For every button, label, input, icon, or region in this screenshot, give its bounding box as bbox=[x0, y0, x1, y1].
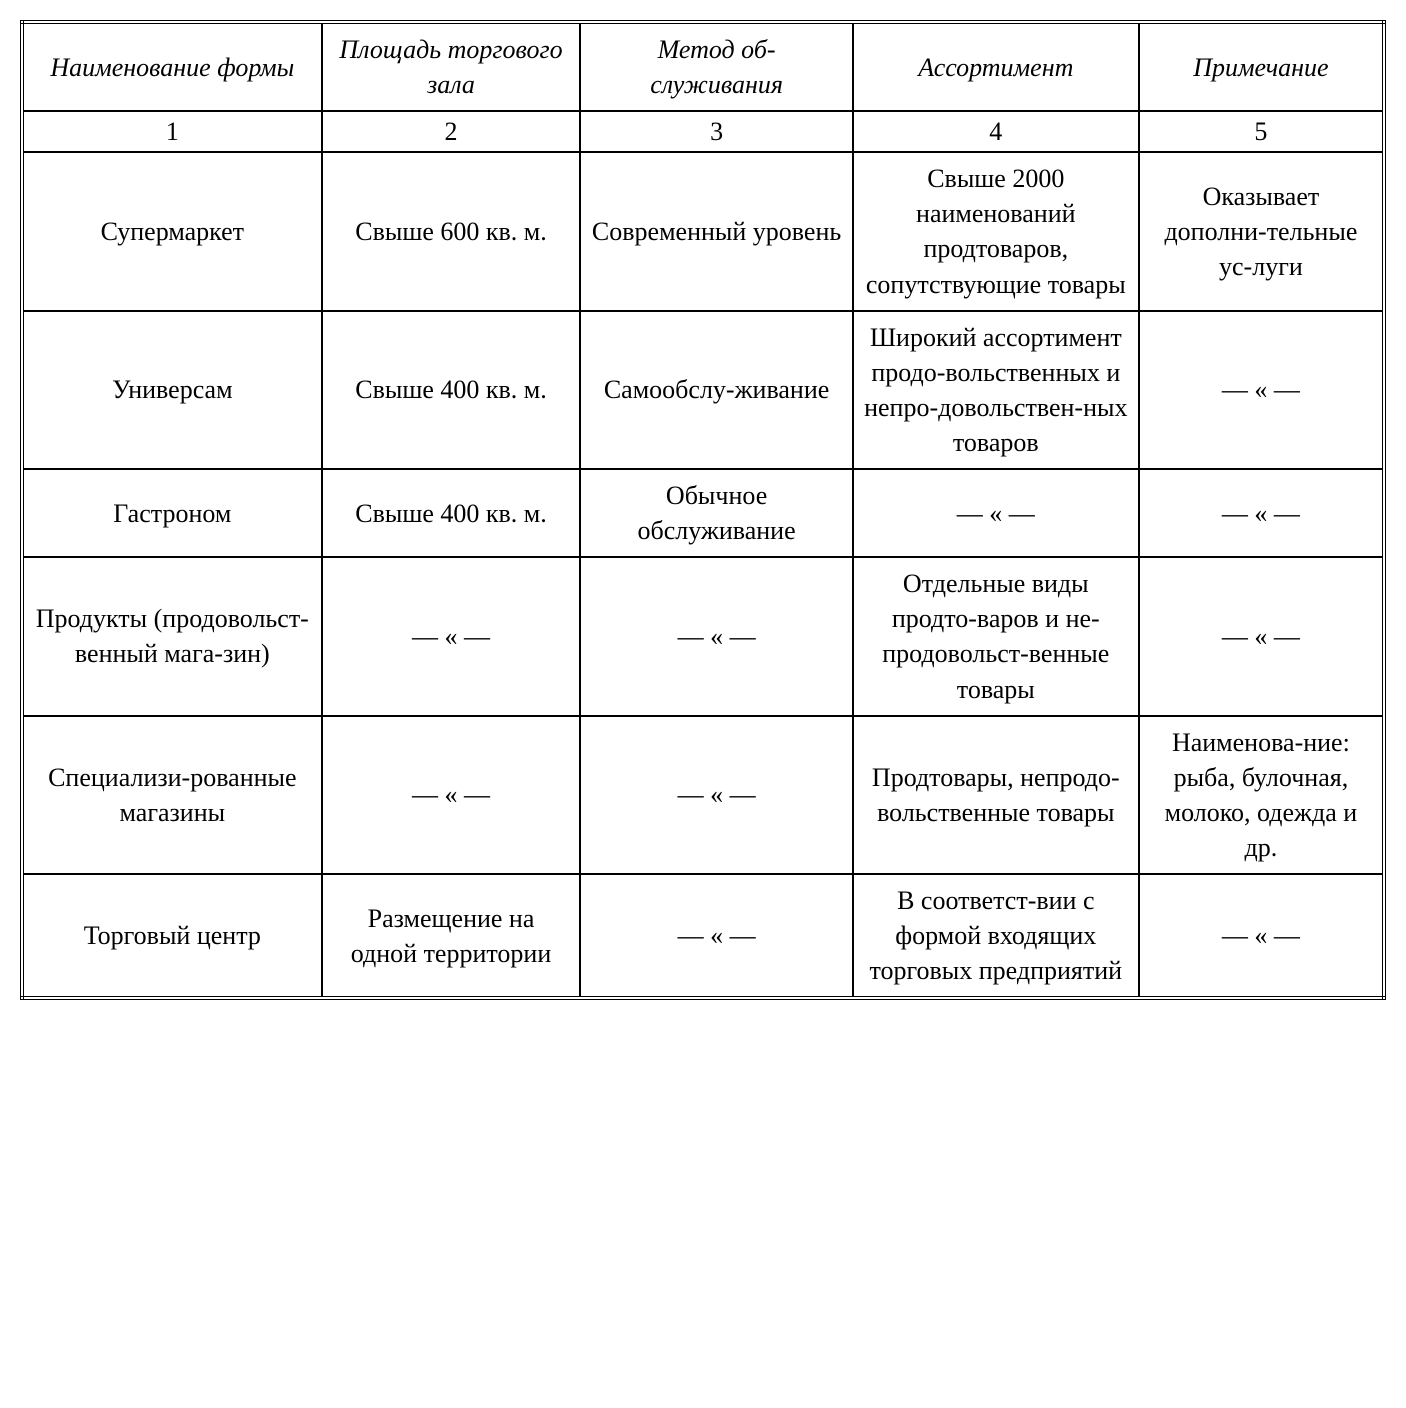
header-name: Наименование формы bbox=[22, 22, 322, 111]
cell-note: — « — bbox=[1139, 557, 1384, 715]
cell-service: Современный уровень bbox=[580, 152, 852, 310]
table-body: Супермаркет Свыше 600 кв. м. Современный… bbox=[22, 152, 1384, 998]
cell-service: — « — bbox=[580, 557, 852, 715]
header-area: Площадь торгового зала bbox=[322, 22, 581, 111]
cell-note: Оказывает дополни-тельные ус-луги bbox=[1139, 152, 1384, 310]
cell-service: — « — bbox=[580, 874, 852, 998]
table-row: Гастроном Свыше 400 кв. м. Обычное обслу… bbox=[22, 469, 1384, 557]
col-number-4: 4 bbox=[853, 111, 1139, 152]
cell-name: Супермаркет bbox=[22, 152, 322, 310]
cell-note: Наименова-ние: рыба, булочная, молоко, о… bbox=[1139, 716, 1384, 874]
cell-service: Самообслу-живание bbox=[580, 311, 852, 469]
number-row: 1 2 3 4 5 bbox=[22, 111, 1384, 152]
cell-assortment: Свыше 2000 наименований продтоваров, соп… bbox=[853, 152, 1139, 310]
col-number-2: 2 bbox=[322, 111, 581, 152]
table-row: Супермаркет Свыше 600 кв. м. Современный… bbox=[22, 152, 1384, 310]
cell-assortment: Продтовары, непродо-вольственные товары bbox=[853, 716, 1139, 874]
cell-note: — « — bbox=[1139, 469, 1384, 557]
cell-area: Размещение на одной территории bbox=[322, 874, 581, 998]
col-number-3: 3 bbox=[580, 111, 852, 152]
cell-area: Свыше 400 кв. м. bbox=[322, 469, 581, 557]
cell-service: Обычное обслуживание bbox=[580, 469, 852, 557]
cell-assortment: — « — bbox=[853, 469, 1139, 557]
cell-name: Универсам bbox=[22, 311, 322, 469]
cell-area: — « — bbox=[322, 716, 581, 874]
header-note: Примечание bbox=[1139, 22, 1384, 111]
header-assortment: Ассортимент bbox=[853, 22, 1139, 111]
table-row: Специализи-рованные магазины — « — — « —… bbox=[22, 716, 1384, 874]
cell-name: Торговый центр bbox=[22, 874, 322, 998]
cell-name: Гастроном bbox=[22, 469, 322, 557]
cell-assortment: Широкий ассортимент продо-вольственных и… bbox=[853, 311, 1139, 469]
forms-table: Наименование формы Площадь торгового зал… bbox=[20, 20, 1386, 1000]
cell-service: — « — bbox=[580, 716, 852, 874]
col-number-1: 1 bbox=[22, 111, 322, 152]
cell-name: Продукты (продовольст-венный мага-зин) bbox=[22, 557, 322, 715]
table-row: Торговый центр Размещение на одной терри… bbox=[22, 874, 1384, 998]
cell-note: — « — bbox=[1139, 874, 1384, 998]
col-number-5: 5 bbox=[1139, 111, 1384, 152]
cell-assortment: В соответст-вии с формой входящих торгов… bbox=[853, 874, 1139, 998]
header-service: Метод об-служивания bbox=[580, 22, 852, 111]
cell-area: Свыше 600 кв. м. bbox=[322, 152, 581, 310]
cell-name: Специализи-рованные магазины bbox=[22, 716, 322, 874]
table-row: Универсам Свыше 400 кв. м. Самообслу-жив… bbox=[22, 311, 1384, 469]
cell-area: Свыше 400 кв. м. bbox=[322, 311, 581, 469]
cell-note: — « — bbox=[1139, 311, 1384, 469]
header-row: Наименование формы Площадь торгового зал… bbox=[22, 22, 1384, 111]
cell-area: — « — bbox=[322, 557, 581, 715]
cell-assortment: Отдельные виды продто-варов и не-продово… bbox=[853, 557, 1139, 715]
table-row: Продукты (продовольст-венный мага-зин) —… bbox=[22, 557, 1384, 715]
